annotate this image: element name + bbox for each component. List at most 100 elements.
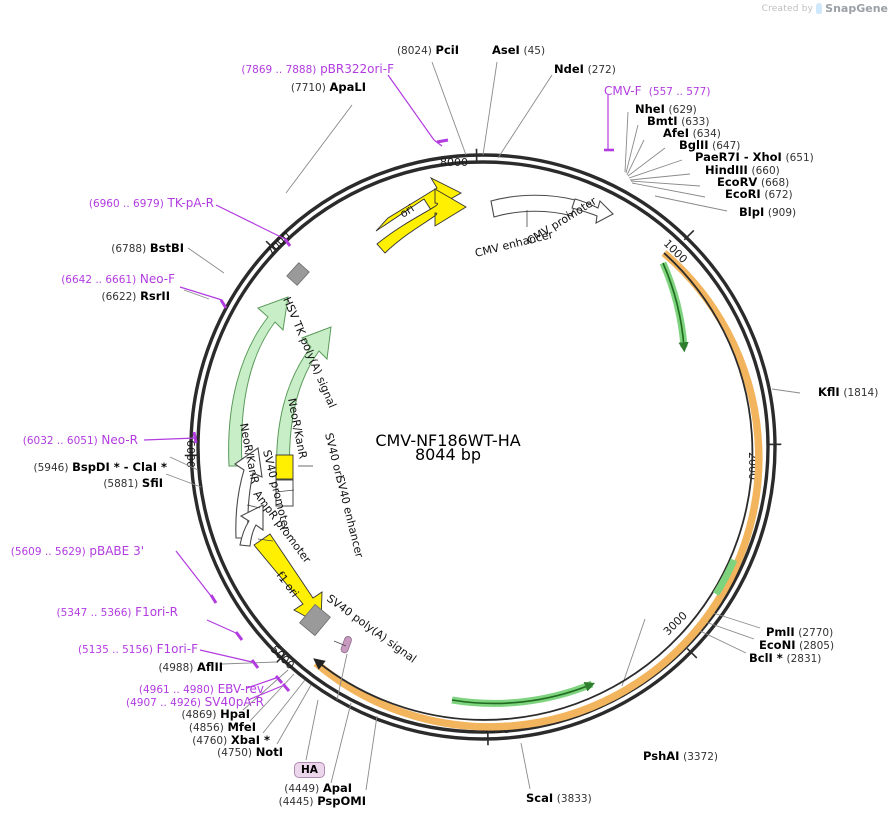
snapgene-logo-icon <box>816 3 823 14</box>
enzyme-label-apali[interactable]: (7710) ApaLI <box>291 80 366 94</box>
enzyme-pos: (660) <box>751 165 780 177</box>
enzyme-label-nhei[interactable]: NheI (629) <box>635 102 697 116</box>
watermark-brand: SnapGene <box>825 2 888 15</box>
primer-range: (557 .. 577) <box>648 86 711 98</box>
primer-leader-lines <box>143 74 614 701</box>
enzyme-name: ScaI <box>526 791 554 805</box>
enzyme-label-xbai[interactable]: (4760) XbaI * <box>192 733 270 747</box>
primer-label-f1ori-f[interactable]: (5135 .. 5156) F1ori-F <box>78 642 198 656</box>
feature-label-leaders <box>246 210 571 647</box>
enzyme-label-pshai[interactable]: PshAI (3372) <box>643 749 718 763</box>
primer-label-pbr322ori-f[interactable]: (7869 .. 7888) pBR322ori-F <box>241 62 394 76</box>
feature-f1-ori-arrow <box>253 533 323 626</box>
enzyme-name: AflII <box>197 660 223 674</box>
enzyme-label-hindiii[interactable]: HindIII (660) <box>705 163 780 177</box>
enzyme-name: PshAI <box>643 749 680 763</box>
primer-label-neo-r[interactable]: (6032 .. 6051) Neo-R <box>23 433 138 447</box>
enzyme-pos: (4856) <box>188 722 224 734</box>
enzyme-pos: (7710) <box>290 82 326 94</box>
feature-labels: ori CMV enhancer CMV promoter HSV TK pol… <box>237 194 599 665</box>
primer-name: EBV-rev <box>217 682 264 696</box>
primer-name: Neo-R <box>101 433 138 447</box>
enzyme-leader-lines <box>165 61 801 791</box>
enzyme-name: RsrII <box>140 289 170 303</box>
enzyme-pos: (633) <box>681 116 710 128</box>
primer-range: (5135 .. 5156) <box>77 644 153 656</box>
enzyme-label-aflii[interactable]: (4988) AflII <box>158 660 223 674</box>
enzyme-label-econi[interactable]: EcoNI (2805) <box>759 638 834 652</box>
enzyme-label-bmti[interactable]: BmtI (633) <box>647 114 709 128</box>
primer-range: (5609 .. 5629) <box>10 546 86 558</box>
enzyme-label-sfii[interactable]: (5881) SfiI <box>103 476 163 490</box>
enzyme-pos: (8024) <box>396 45 432 57</box>
primer-label-tk-pa-r[interactable]: (6960 .. 6979) TK-pA-R <box>89 196 214 210</box>
enzyme-pos: (3833) <box>556 793 592 805</box>
enzyme-label-hpai[interactable]: (4869) HpaI <box>182 707 250 721</box>
tick-label-8000: 8000 <box>440 156 468 169</box>
enzyme-label-pmli[interactable]: PmlI (2770) <box>766 625 833 639</box>
enzyme-name: PspOMI <box>317 794 366 808</box>
enzyme-pos: (3372) <box>683 751 719 763</box>
enzyme-label-paer7i-xhoi[interactable]: PaeR7I - XhoI (651) <box>695 150 814 164</box>
watermark-prefix: Created by <box>761 3 814 14</box>
enzyme-label-asei[interactable]: AseI (45) <box>492 43 545 57</box>
enzyme-name: MfeI <box>227 720 256 734</box>
feature-neor-kanr-arrow-outer <box>228 296 289 467</box>
primer-name: Neo-F <box>139 272 175 286</box>
primer-label-pbabe-3p[interactable]: (5609 .. 5629) pBABE 3' <box>11 544 144 558</box>
enzyme-name: NdeI <box>554 62 584 76</box>
enzyme-label-ecori[interactable]: EcoRI (672) <box>725 187 793 201</box>
primer-label-f1ori-r[interactable]: (5347 .. 5366) F1ori-R <box>57 605 178 619</box>
enzyme-pos: (2770) <box>798 627 834 639</box>
primer-name: pBR322ori-F <box>320 62 394 76</box>
tick-label-3000: 3000 <box>661 609 690 638</box>
enzyme-name: ApaI <box>322 781 352 795</box>
plasmid-name: CMV-NF186WT-HA <box>375 431 521 450</box>
primer-range: (7869 .. 7888) <box>241 64 317 76</box>
enzyme-label-afei[interactable]: AfeI (634) <box>663 126 721 140</box>
enzyme-label-blpi[interactable]: BlpI (909) <box>739 205 796 219</box>
enzyme-label-bglii[interactable]: BglII (647) <box>679 138 740 152</box>
enzyme-label-kfli[interactable]: KflI (1814) <box>818 385 878 399</box>
enzyme-label-mfei[interactable]: (4856) MfeI <box>189 720 256 734</box>
enzyme-label-scai[interactable]: ScaI (3833) <box>526 791 592 805</box>
enzyme-label-pspomi[interactable]: (4445) PspOMI <box>279 794 366 808</box>
enzyme-name: SfiI <box>141 476 163 490</box>
enzyme-pos: (4449) <box>284 783 320 795</box>
enzyme-label-rsrii[interactable]: (6622) RsrII <box>101 289 170 303</box>
primer-label-cmv-f[interactable]: CMV-F (557 .. 577) <box>604 84 710 98</box>
enzyme-name: EcoNI <box>759 638 796 652</box>
enzyme-label-noti[interactable]: (4750) NotI <box>217 745 283 759</box>
plasmid-size: 8044 bp <box>414 445 482 464</box>
primer-range: (5347 .. 5366) <box>56 607 132 619</box>
enzyme-pos: (4760) <box>192 735 228 747</box>
ha-tag-marker <box>305 636 352 761</box>
feature-ori-arrow <box>375 176 467 254</box>
enzyme-label-ecorv[interactable]: EcoRV (668) <box>717 175 789 189</box>
enzyme-label-bcli[interactable]: BclI * (2831) <box>749 651 821 665</box>
enzyme-pos: (4869) <box>181 709 217 721</box>
primer-name: F1ori-F <box>156 642 198 656</box>
primer-label-ebv-rev[interactable]: (4961 .. 4980) EBV-rev <box>139 682 264 696</box>
primer-label-neo-f[interactable]: (6642 .. 6661) Neo-F <box>61 272 175 286</box>
primer-range: (6960 .. 6979) <box>88 198 164 210</box>
enzyme-pos: (629) <box>668 104 697 116</box>
enzyme-label-ndei[interactable]: NdeI (272) <box>554 62 616 76</box>
primer-name: SV40pA-R <box>204 695 264 709</box>
enzyme-label-bspdi-clai[interactable]: (5946) BspDI * - ClaI * <box>34 460 167 474</box>
primer-label-sv40pa-r[interactable]: (4907 .. 4926) SV40pA-R <box>126 695 264 709</box>
primer-name: F1ori-R <box>135 605 178 619</box>
enzyme-label-apai[interactable]: (4449) ApaI <box>284 781 352 795</box>
primer-range: (6032 .. 6051) <box>22 435 98 447</box>
primer-range: (6642 .. 6661) <box>61 274 137 286</box>
primer-name: TK-pA-R <box>167 196 215 210</box>
enzyme-pos: (45) <box>523 45 546 57</box>
feature-label-sv40-enhancer: SV40 enhancer <box>333 475 366 560</box>
tag-ha[interactable]: HA <box>294 762 325 778</box>
primer-name: CMV-F <box>604 84 642 98</box>
enzyme-label-pcii[interactable]: (8024) PciI <box>397 43 459 57</box>
enzyme-label-bstbi[interactable]: (6788) BstBI <box>111 241 184 255</box>
feature-arc-orf-orange <box>313 250 763 731</box>
enzyme-name: NheI <box>635 102 665 116</box>
primer-site-marks <box>192 138 449 692</box>
